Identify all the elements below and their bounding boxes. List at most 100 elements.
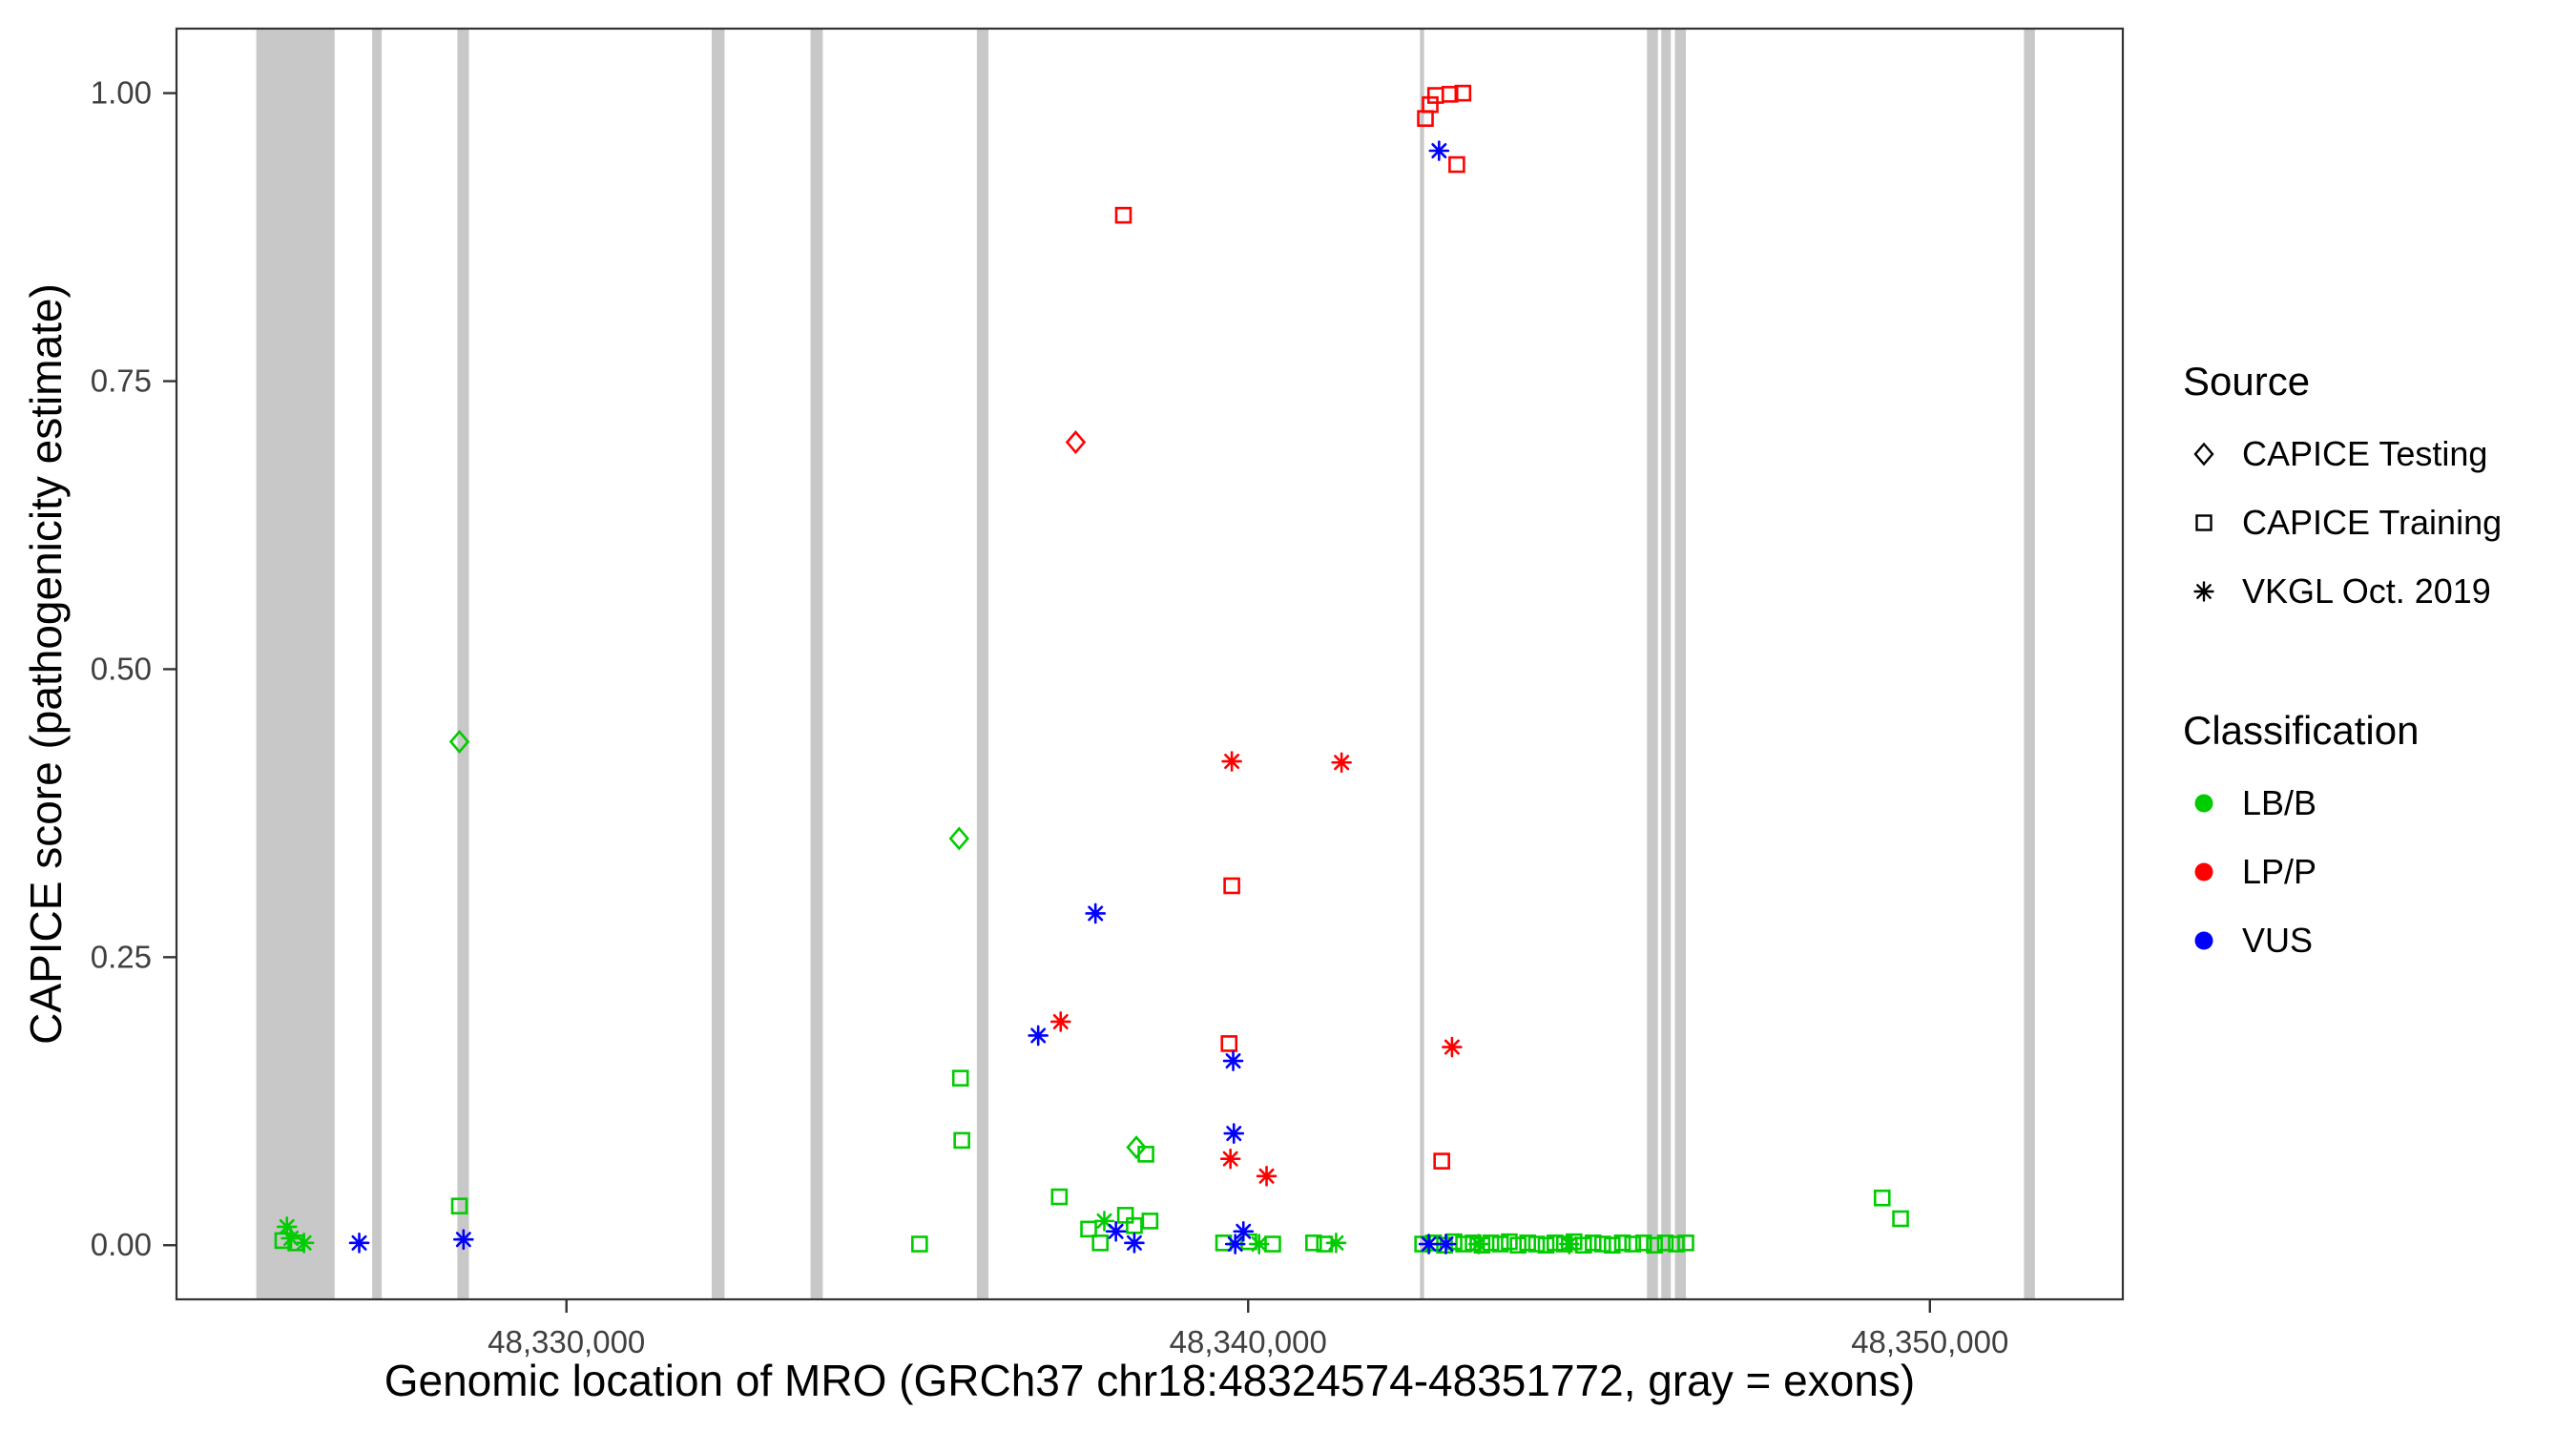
- point-asterisk: [1558, 1234, 1580, 1255]
- square-icon: [2183, 502, 2225, 544]
- legend-group-classification: Classification LB/B LP/P VUS: [2183, 708, 2502, 975]
- exon-region: [711, 29, 725, 1299]
- point-square: [1050, 1188, 1069, 1206]
- asterisk-icon: [2183, 570, 2225, 612]
- legend-item-label: CAPICE Testing: [2242, 434, 2488, 473]
- legend-classification-items: LB/B LP/P VUS: [2183, 769, 2502, 975]
- dot-icon: [2183, 851, 2225, 893]
- point-square: [1305, 1234, 1322, 1252]
- point-square: [1892, 1210, 1909, 1228]
- legend-item-lp-p: LP/P: [2183, 838, 2502, 906]
- point-square: [1668, 1235, 1685, 1253]
- x-axis-tick-label: 48,340,000: [1170, 1324, 1327, 1359]
- point-diamond: [948, 826, 969, 851]
- exon-region: [1420, 29, 1424, 1299]
- point-square: [450, 1197, 468, 1214]
- exon-region: [2024, 29, 2035, 1299]
- legend-item-label: VUS: [2242, 921, 2314, 960]
- point-diamond: [1065, 430, 1087, 455]
- point-square: [1613, 1234, 1631, 1252]
- dot-icon: [2183, 920, 2225, 962]
- point-square: [1433, 1152, 1450, 1170]
- legend-classification-title: Classification: [2183, 708, 2420, 753]
- point-asterisk: [1442, 1036, 1463, 1058]
- dot-icon: [2183, 782, 2225, 824]
- point-square: [1080, 1220, 1097, 1238]
- point-square: [1137, 1146, 1154, 1163]
- point-asterisk: [1222, 1050, 1244, 1071]
- point-asterisk: [1233, 1220, 1255, 1242]
- point-square: [1585, 1234, 1602, 1252]
- point-square: [1220, 1035, 1238, 1052]
- point-square: [1537, 1236, 1555, 1255]
- point-asterisk: [1428, 140, 1450, 161]
- point-asterisk: [1256, 1165, 1278, 1187]
- point-square: [1422, 95, 1439, 114]
- point-square: [1656, 1234, 1674, 1252]
- point-asterisk: [1223, 1123, 1245, 1144]
- point-square: [1634, 1234, 1652, 1252]
- point-asterisk: [1435, 1234, 1457, 1255]
- point-asterisk: [2193, 581, 2214, 602]
- point-asterisk: [453, 1229, 474, 1251]
- point-asterisk: [280, 1228, 301, 1249]
- point-square: [1509, 1236, 1527, 1255]
- y-axis-tick-label: 0.00: [91, 1227, 152, 1262]
- point-asterisk: [1467, 1234, 1489, 1255]
- exon-region: [457, 29, 469, 1299]
- legend-item-label: LB/B: [2242, 783, 2317, 822]
- point-square: [1091, 1234, 1109, 1252]
- point-square: [1426, 87, 1444, 104]
- point-diamond: [1126, 1135, 1147, 1160]
- x-axis-tick-label: 48,350,000: [1851, 1324, 2008, 1359]
- point-square: [1624, 1235, 1642, 1253]
- exon-region: [976, 29, 989, 1299]
- point-asterisk: [1331, 752, 1352, 774]
- point-square: [1126, 1216, 1143, 1234]
- legend-item-vkgl-oct-2019: VKGL Oct. 2019: [2183, 557, 2502, 626]
- point-square: [1519, 1234, 1537, 1252]
- point-square: [1594, 1235, 1611, 1253]
- point-square: [1873, 1189, 1891, 1207]
- y-axis-title: CAPICE score (pathogenicity estimate): [21, 283, 71, 1045]
- diamond-icon: [2183, 433, 2225, 475]
- point-diamond: [2193, 442, 2214, 467]
- x-axis-tick-label: 48,330,000: [488, 1324, 645, 1359]
- point-square: [1501, 1233, 1518, 1251]
- point-asterisk: [1325, 1233, 1347, 1254]
- panel-border: [175, 27, 2125, 1301]
- point-square: [951, 1069, 969, 1087]
- point-asterisk: [276, 1216, 298, 1237]
- legend-item-lb-b: LB/B: [2183, 769, 2502, 838]
- legend-source-title: Source: [2183, 359, 2311, 404]
- y-axis-tick-label: 0.25: [91, 939, 152, 974]
- point-asterisk: [348, 1233, 370, 1254]
- y-axis-tick-label: 1.00: [91, 75, 152, 111]
- point-square: [1677, 1234, 1694, 1252]
- point-square: [953, 1131, 970, 1150]
- point-diamond: [448, 730, 470, 755]
- point-asterisk: [1221, 751, 1242, 772]
- legend-item-capice-training: CAPICE Training: [2183, 488, 2502, 557]
- point-asterisk: [1418, 1234, 1440, 1255]
- legend-item-capice-testing: CAPICE Testing: [2183, 420, 2502, 488]
- point-asterisk: [1219, 1148, 1241, 1170]
- exon-region: [1647, 29, 1658, 1299]
- point-asterisk: [1093, 1211, 1115, 1232]
- point-asterisk: [1248, 1234, 1270, 1255]
- exon-region: [1674, 29, 1686, 1299]
- legend-dot: [2194, 794, 2213, 813]
- point-asterisk: [1124, 1233, 1145, 1254]
- point-square: [1527, 1235, 1546, 1253]
- point-square: [1491, 1235, 1509, 1253]
- point-square: [1116, 1207, 1134, 1224]
- point-square: [1223, 877, 1240, 895]
- point-square: [1646, 1236, 1663, 1255]
- legend-dot: [2194, 931, 2213, 950]
- legend-item-label: LP/P: [2242, 852, 2317, 891]
- point-asterisk: [1028, 1025, 1049, 1047]
- x-axis-title: Genomic location of MRO (GRCh37 chr18:48…: [384, 1356, 1916, 1405]
- legend-item-label: VKGL Oct. 2019: [2242, 571, 2491, 611]
